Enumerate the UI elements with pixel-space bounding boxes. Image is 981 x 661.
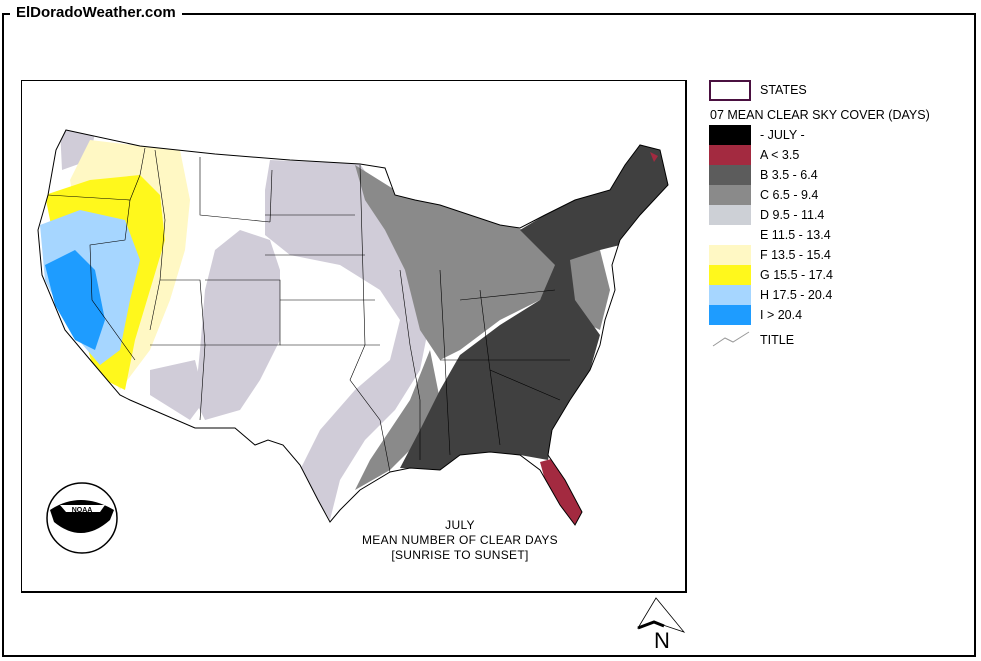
legend-swatch [709,145,751,165]
legend-item: E 11.5 - 13.4 [708,225,968,245]
north-arrow-icon [637,597,686,633]
region-i-central-valley [45,250,105,350]
legend-heading: 07 MEAN CLEAR SKY COVER (DAYS) [710,108,930,122]
legend-swatch [709,185,751,205]
region-c-midwest [355,165,560,360]
noaa-logo: NOAA [46,482,118,554]
legend-item: B 3.5 - 6.4 [708,165,968,185]
map-title-line-1: JULY [445,518,475,532]
legend-swatch [709,265,751,285]
legend-item: - JULY - [708,125,968,145]
legend-label: H 17.5 - 20.4 [760,288,833,302]
north-label: N [654,628,670,653]
us-outline [37,129,669,526]
legend-label: D 9.5 - 11.4 [760,208,825,222]
legend-item: G 15.5 - 17.4 [708,265,968,285]
state-borders [47,147,570,473]
legend-swatch [709,225,751,245]
legend-item: D 9.5 - 11.4 [708,205,968,225]
map-title-line-3: [SUNRISE TO SUNSET] [391,548,529,562]
region-c-gulf [355,350,440,490]
legend-label: STATES [760,83,807,97]
legend-item: H 17.5 - 20.4 [708,285,968,305]
region-d-plains [265,160,430,520]
legend-item: C 6.5 - 9.4 [708,185,968,205]
legend-label: E 11.5 - 13.4 [760,228,831,242]
legend-label: G 15.5 - 17.4 [760,268,833,282]
legend-label: C 6.5 - 9.4 [760,188,819,202]
legend-title: TITLE [708,330,968,350]
map-title: JULY MEAN NUMBER OF CLEAR DAYS [SUNRISE … [340,518,580,563]
legend-swatch [709,125,751,145]
legend-label: I > 20.4 [760,308,803,322]
region-a-florida [540,458,582,525]
region-a-maine-spot [650,152,658,162]
svg-text:NOAA: NOAA [72,507,93,514]
region-d-rockies [195,230,280,420]
legend-item: F 13.5 - 15.4 [708,245,968,265]
legend-states: STATES [708,80,968,101]
legend-label: F 13.5 - 15.4 [760,248,831,262]
legend-label: TITLE [760,333,795,347]
legend-swatch [709,205,751,225]
site-title[interactable]: ElDoradoWeather.com [10,4,182,21]
page-frame [2,13,976,657]
title-line-icon [712,331,750,347]
legend-swatch [709,305,751,325]
region-b-east [400,145,668,470]
map-title-line-2: MEAN NUMBER OF CLEAR DAYS [362,533,558,547]
legend-label: - JULY - [760,128,805,142]
legend-label: B 3.5 - 6.4 [760,168,818,182]
legend-swatch [709,245,751,265]
legend-swatch [709,285,751,305]
map-frame [21,80,687,593]
legend-swatch [709,165,751,185]
states-swatch [709,80,751,101]
legend-item: I > 20.4 [708,305,968,325]
legend-item: A < 3.5 [708,145,968,165]
legend-label: A < 3.5 [760,148,800,162]
region-d-arizona [150,360,205,420]
